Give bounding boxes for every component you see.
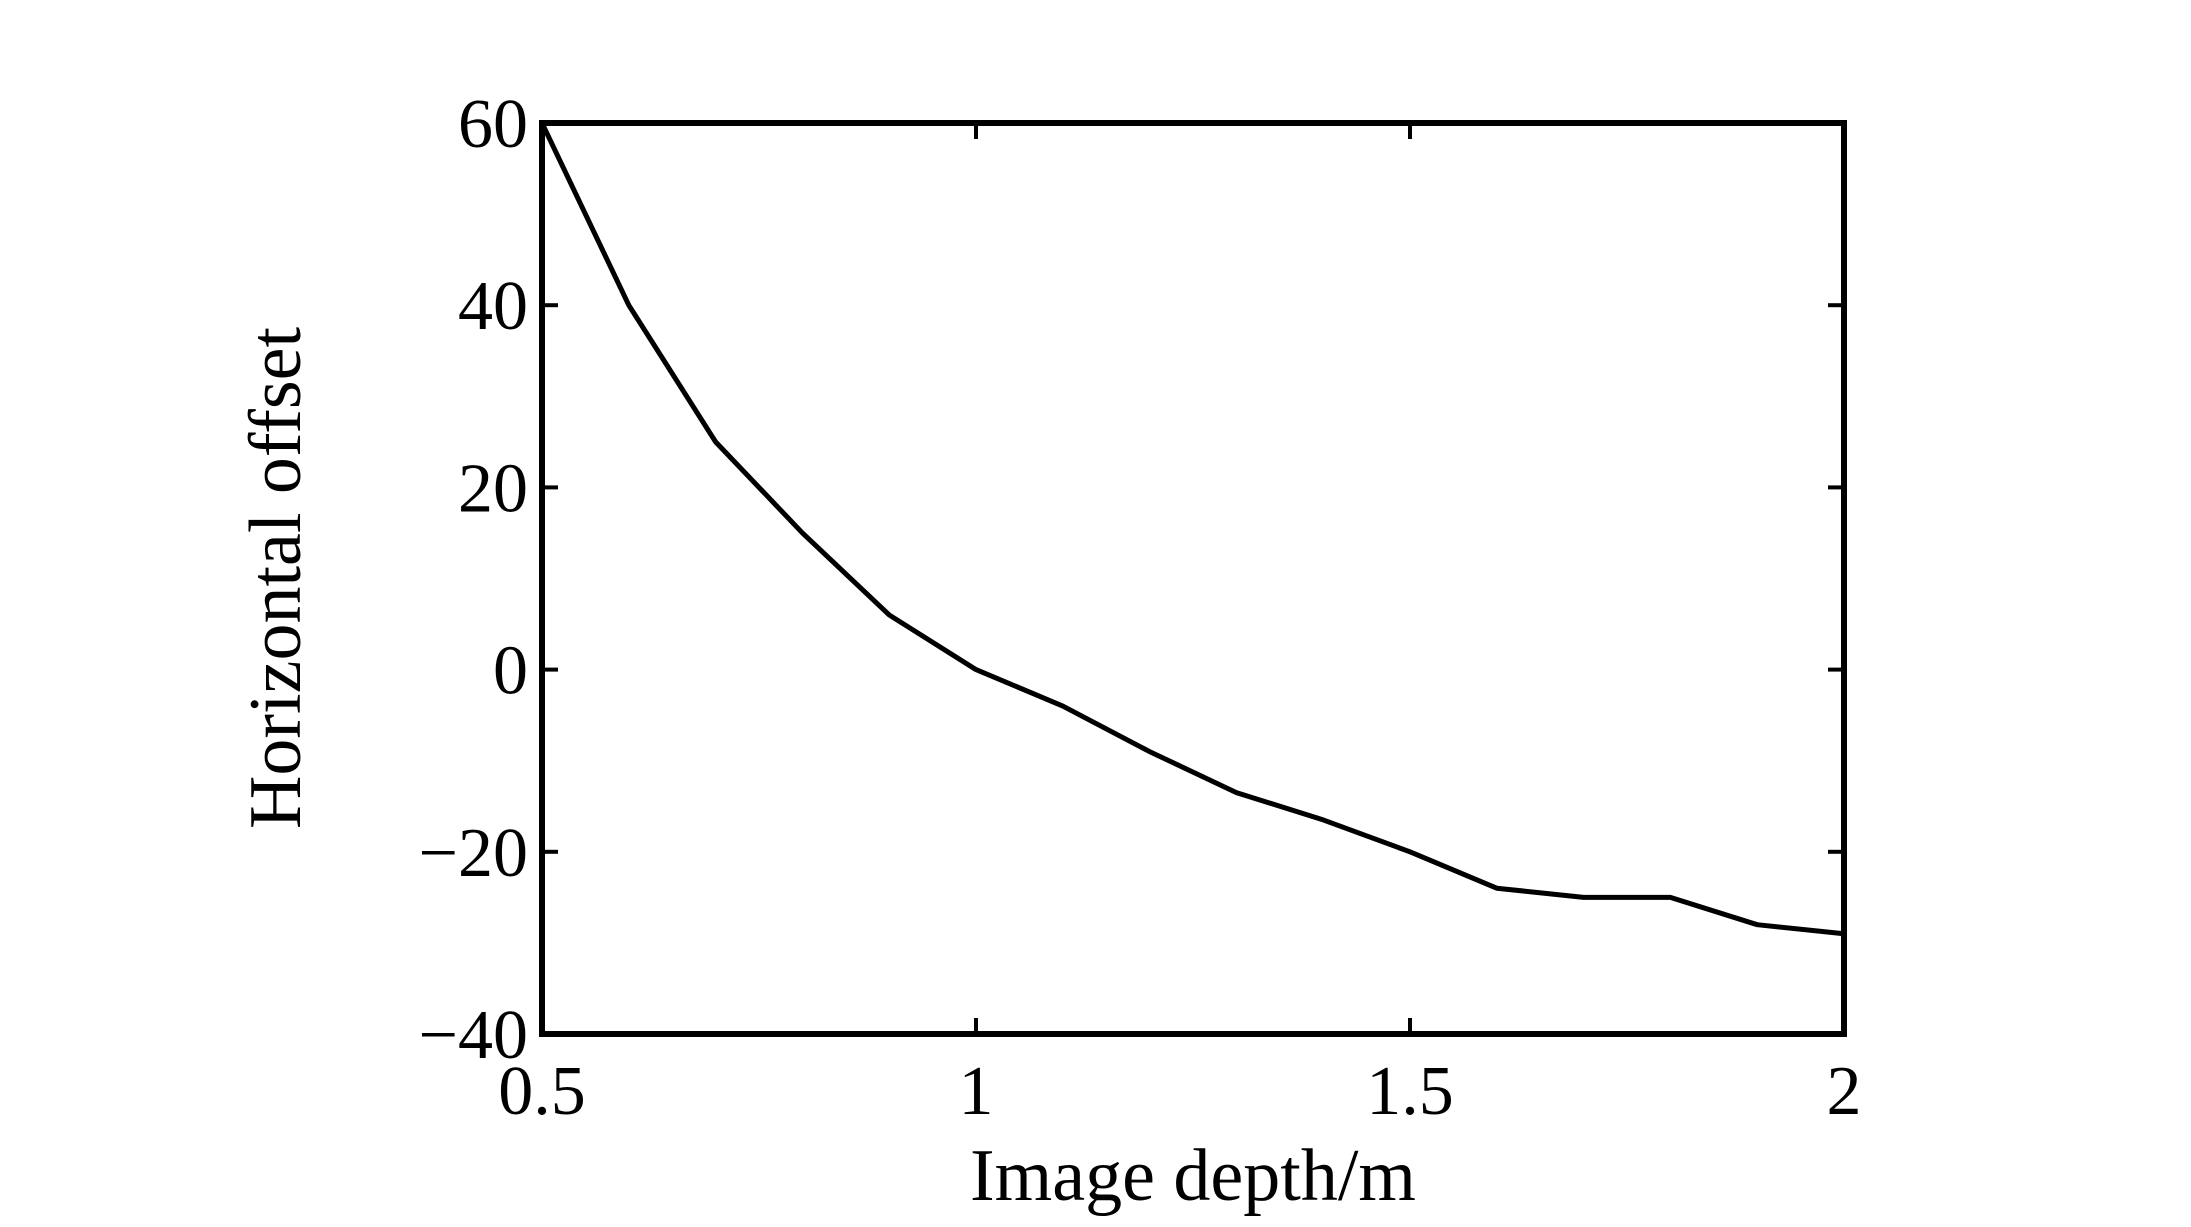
line-series bbox=[539, 121, 1845, 937]
x-tick-label: 1 bbox=[959, 1053, 994, 1130]
y-axis-title: Horizontal offset bbox=[235, 327, 317, 830]
x-tick-label: 2 bbox=[1827, 1053, 1862, 1130]
y-tick-label: 40 bbox=[458, 268, 528, 345]
y-tick-label: 60 bbox=[458, 86, 528, 163]
x-tick-label: 1.5 bbox=[1366, 1053, 1454, 1130]
x-tick-label: 0.5 bbox=[498, 1053, 586, 1130]
x-axis-title: Image depth/m bbox=[970, 1135, 1416, 1217]
y-tick-label: −40 bbox=[419, 997, 528, 1074]
y-tick-label: 0 bbox=[493, 633, 528, 710]
y-tick-label: 20 bbox=[458, 450, 528, 527]
plot-frame bbox=[539, 120, 1847, 1037]
y-tick-label: −20 bbox=[419, 815, 528, 892]
